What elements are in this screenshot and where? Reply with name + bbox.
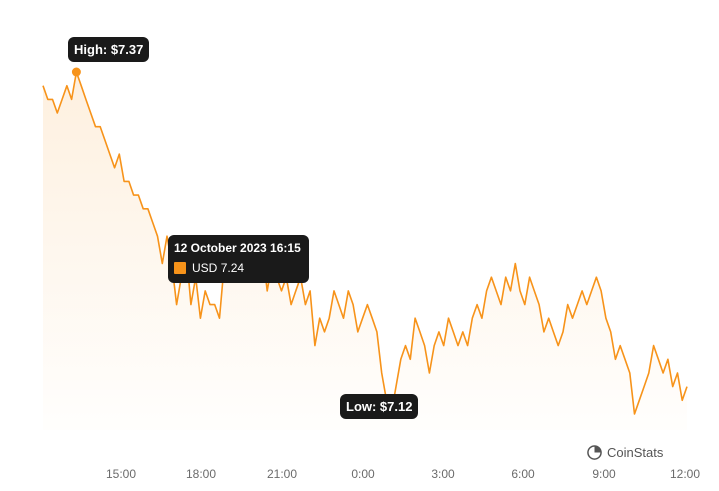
low-label: Low: $7.12 xyxy=(340,394,419,419)
tooltip-row: USD 7.24 xyxy=(174,261,301,275)
tooltip-value: 7.24 xyxy=(220,261,245,275)
hover-tooltip: 12 October 2023 16:15 USD 7.24 xyxy=(168,235,309,283)
price-line xyxy=(42,71,688,415)
x-tick-label: 15:00 xyxy=(106,467,136,481)
brand-name: CoinStats xyxy=(607,445,664,460)
x-tick-label: 0:00 xyxy=(351,467,375,481)
x-tick-label: 21:00 xyxy=(267,467,297,481)
x-tick-label: 18:00 xyxy=(186,467,216,481)
x-axis-ticks: 15:00 18:00 21:00 0:00 3:00 6:00 9:00 12:00 xyxy=(106,467,700,481)
high-label: High: $7.37 xyxy=(68,37,150,62)
tooltip-currency: USD xyxy=(192,261,218,275)
coinstats-icon xyxy=(587,445,602,460)
price-area xyxy=(43,72,687,430)
tooltip-swatch xyxy=(174,262,186,274)
x-tick-label: 12:00 xyxy=(670,467,700,481)
x-tick-label: 9:00 xyxy=(592,467,616,481)
coinstats-logo[interactable]: CoinStats xyxy=(587,445,663,460)
high-point xyxy=(71,67,81,77)
tooltip-date: 12 October 2023 16:15 xyxy=(174,241,301,255)
x-tick-label: 3:00 xyxy=(431,467,455,481)
x-tick-label: 6:00 xyxy=(511,467,535,481)
